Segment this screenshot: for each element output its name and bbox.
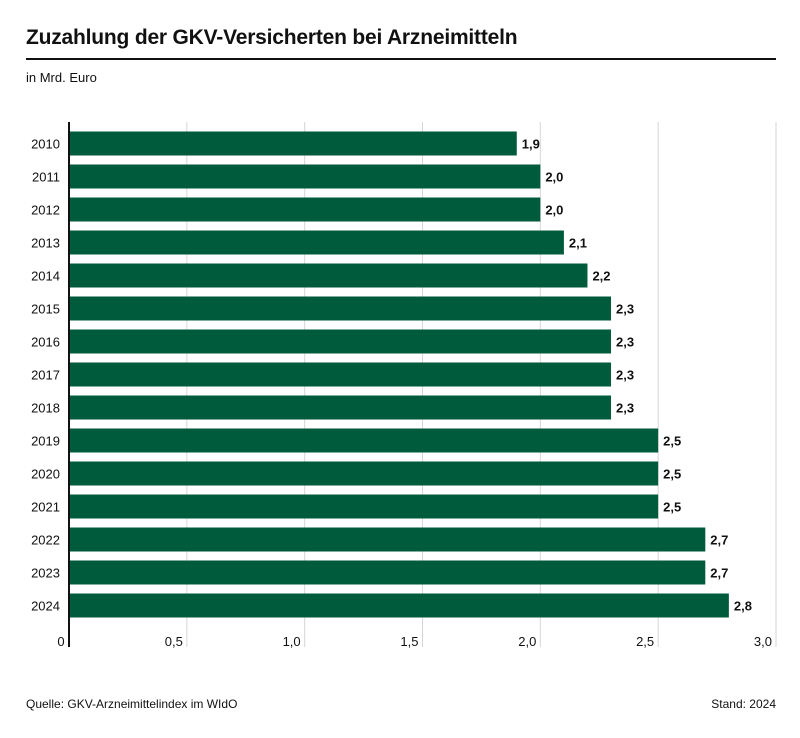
bar xyxy=(69,362,612,387)
x-tick-label: 1,0 xyxy=(283,634,301,649)
bar xyxy=(69,263,588,288)
chart-subtitle: in Mrd. Euro xyxy=(26,70,97,85)
data-label: 2,7 xyxy=(710,566,728,581)
data-label: 2,3 xyxy=(616,401,634,416)
y-category-label: 2023 xyxy=(31,566,60,581)
data-label: 2,2 xyxy=(592,269,610,284)
y-category-label: 2019 xyxy=(31,434,60,449)
y-category-label: 2016 xyxy=(31,335,60,350)
bar xyxy=(69,131,517,156)
data-label: 2,0 xyxy=(545,170,563,185)
data-label: 2,8 xyxy=(734,599,752,614)
bar xyxy=(69,494,659,519)
data-label: 2,5 xyxy=(663,434,681,449)
y-category-label: 2020 xyxy=(31,467,60,482)
bar xyxy=(69,593,729,618)
bar xyxy=(69,527,706,552)
y-category-label: 2010 xyxy=(31,137,60,152)
y-category-label: 2015 xyxy=(31,302,60,317)
bar xyxy=(69,395,612,420)
source-note: Quelle: GKV-Arzneimittelindex im WIdO xyxy=(26,697,238,711)
y-category-label: 2017 xyxy=(31,368,60,383)
data-label: 2,3 xyxy=(616,368,634,383)
x-tick-label: 0,5 xyxy=(165,634,183,649)
data-label: 2,1 xyxy=(569,236,587,251)
chart-title: Zuzahlung der GKV-Versicherten bei Arzne… xyxy=(26,26,518,49)
data-label: 2,7 xyxy=(710,533,728,548)
title-rule xyxy=(26,58,776,60)
bar xyxy=(69,197,541,222)
x-tick-label: 1,5 xyxy=(400,634,418,649)
data-label: 2,3 xyxy=(616,335,634,350)
data-label: 2,3 xyxy=(616,302,634,317)
bar xyxy=(69,428,659,453)
y-category-label: 2018 xyxy=(31,401,60,416)
y-category-label: 2021 xyxy=(31,500,60,515)
bar xyxy=(69,230,564,255)
y-category-label: 2024 xyxy=(31,599,60,614)
y-category-label: 2013 xyxy=(31,236,60,251)
bar xyxy=(69,296,612,321)
bar xyxy=(69,329,612,354)
stand-note: Stand: 2024 xyxy=(711,697,776,711)
bar xyxy=(69,560,706,585)
x-tick-label: 0 xyxy=(57,634,64,649)
x-tick-label: 3,0 xyxy=(754,634,772,649)
data-label: 2,5 xyxy=(663,467,681,482)
data-label: 2,5 xyxy=(663,500,681,515)
x-tick-label: 2,5 xyxy=(636,634,654,649)
bar xyxy=(69,164,541,189)
y-category-label: 2012 xyxy=(31,203,60,218)
data-label: 1,9 xyxy=(522,137,540,152)
y-category-label: 2011 xyxy=(32,170,60,185)
x-tick-label: 2,0 xyxy=(518,634,536,649)
data-label: 2,0 xyxy=(545,203,563,218)
bar xyxy=(69,461,659,486)
y-category-label: 2022 xyxy=(31,533,60,548)
y-category-label: 2014 xyxy=(31,269,60,284)
